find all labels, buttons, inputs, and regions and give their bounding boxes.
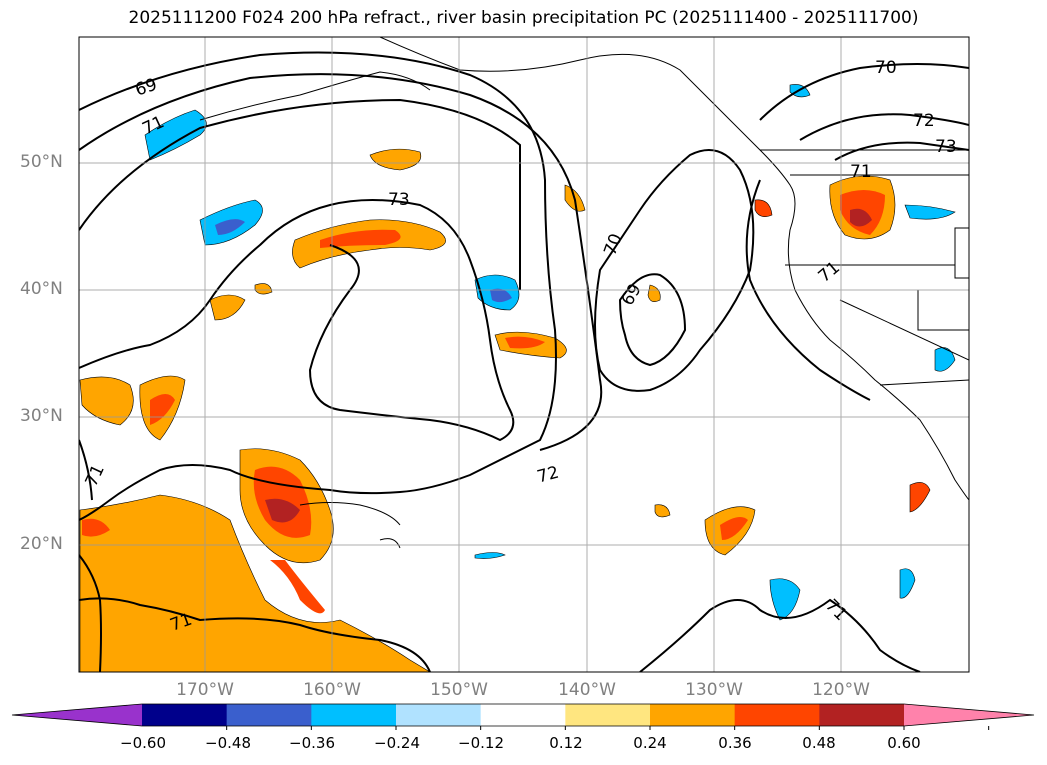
colorbar-segment (734, 704, 820, 726)
colorbar-tick-label: −0.36 (289, 734, 335, 752)
colorbar-tick-label: 0.36 (718, 734, 752, 752)
map-border (78, 36, 970, 673)
lon-label: 160°W (303, 680, 361, 700)
lon-label: 140°W (558, 680, 616, 700)
colorbar-segment (142, 704, 228, 726)
lat-label: 30°N (20, 406, 63, 426)
colorbar-segment (565, 704, 651, 726)
colorbar-segment (480, 704, 566, 726)
colorbar-extend-low (12, 704, 142, 726)
contour-label: 73 (388, 190, 410, 210)
colorbar-tick-label: 0.48 (802, 734, 836, 752)
colorbar-tick-label: 0.60 (887, 734, 921, 752)
colorbar-segment (226, 704, 312, 726)
contour-label: 73 (935, 137, 957, 157)
colorbar-tick-label: −0.12 (458, 734, 504, 752)
lat-label: 40°N (20, 279, 63, 299)
lon-label: 150°W (430, 680, 488, 700)
colorbar-tick-label: 0.12 (549, 734, 583, 752)
contour-label: 72 (913, 111, 935, 131)
colorbar (11, 703, 1035, 730)
gridlines (79, 37, 969, 672)
lon-label: 130°W (685, 680, 743, 700)
colorbar-extend-high (904, 704, 1034, 726)
map-title: 2025111200 F024 200 hPa refract., river … (128, 8, 919, 28)
colorbar-tick-label: −0.48 (205, 734, 251, 752)
contour-label: 71 (850, 162, 872, 182)
coastlines (199, 37, 969, 549)
lat-label: 20°N (20, 534, 63, 554)
colorbar-tick-label: −0.24 (374, 734, 420, 752)
contour-label: 70 (875, 58, 897, 78)
precip-positive-areas (79, 148, 931, 672)
lon-label: 170°W (176, 680, 234, 700)
colorbar-tick-label: −0.60 (120, 734, 166, 752)
colorbar-segment (819, 704, 905, 726)
colorbar-segment (311, 704, 397, 726)
colorbar-tick-label: 0.24 (633, 734, 667, 752)
colorbar-segment (650, 704, 736, 726)
precip-negative-areas (144, 84, 956, 621)
refractivity-contours (79, 51, 969, 672)
colorbar-outline (11, 703, 1035, 727)
lon-label: 120°W (812, 680, 870, 700)
colorbar-segment (396, 704, 482, 726)
lat-label: 50°N (20, 152, 63, 172)
